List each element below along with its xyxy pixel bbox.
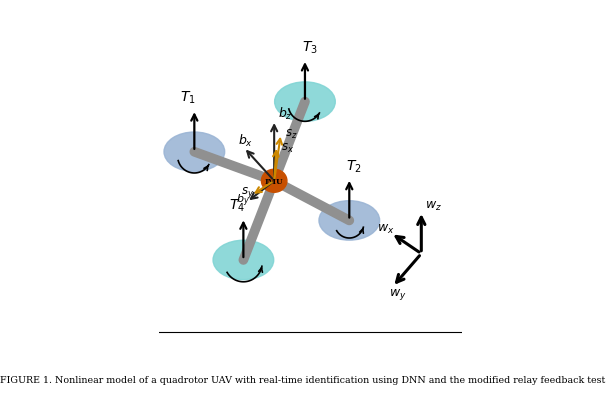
- Text: $s_y$: $s_y$: [241, 185, 255, 200]
- Ellipse shape: [319, 201, 379, 240]
- Text: IMU: IMU: [265, 178, 284, 186]
- Text: $b_x$: $b_x$: [238, 133, 253, 149]
- Ellipse shape: [164, 132, 225, 171]
- Text: $w_x$: $w_x$: [378, 223, 395, 236]
- Text: $s_z$: $s_z$: [285, 128, 298, 141]
- Text: $w_z$: $w_z$: [425, 200, 442, 213]
- Text: $T_3$: $T_3$: [302, 40, 318, 56]
- Text: $b_z$: $b_z$: [278, 106, 293, 122]
- Ellipse shape: [261, 169, 287, 192]
- Text: $s_x$: $s_x$: [281, 141, 294, 154]
- Text: FIGURE 1. Nonlinear model of a quadrotor UAV with real-time identification using: FIGURE 1. Nonlinear model of a quadrotor…: [1, 376, 605, 385]
- Text: $b_y$: $b_y$: [236, 193, 250, 209]
- Text: $w_y$: $w_y$: [390, 286, 407, 301]
- Ellipse shape: [213, 240, 274, 280]
- Text: $T_2$: $T_2$: [346, 158, 362, 175]
- Ellipse shape: [275, 82, 335, 121]
- Text: $T_4$: $T_4$: [228, 198, 245, 214]
- Text: $T_1$: $T_1$: [180, 90, 196, 106]
